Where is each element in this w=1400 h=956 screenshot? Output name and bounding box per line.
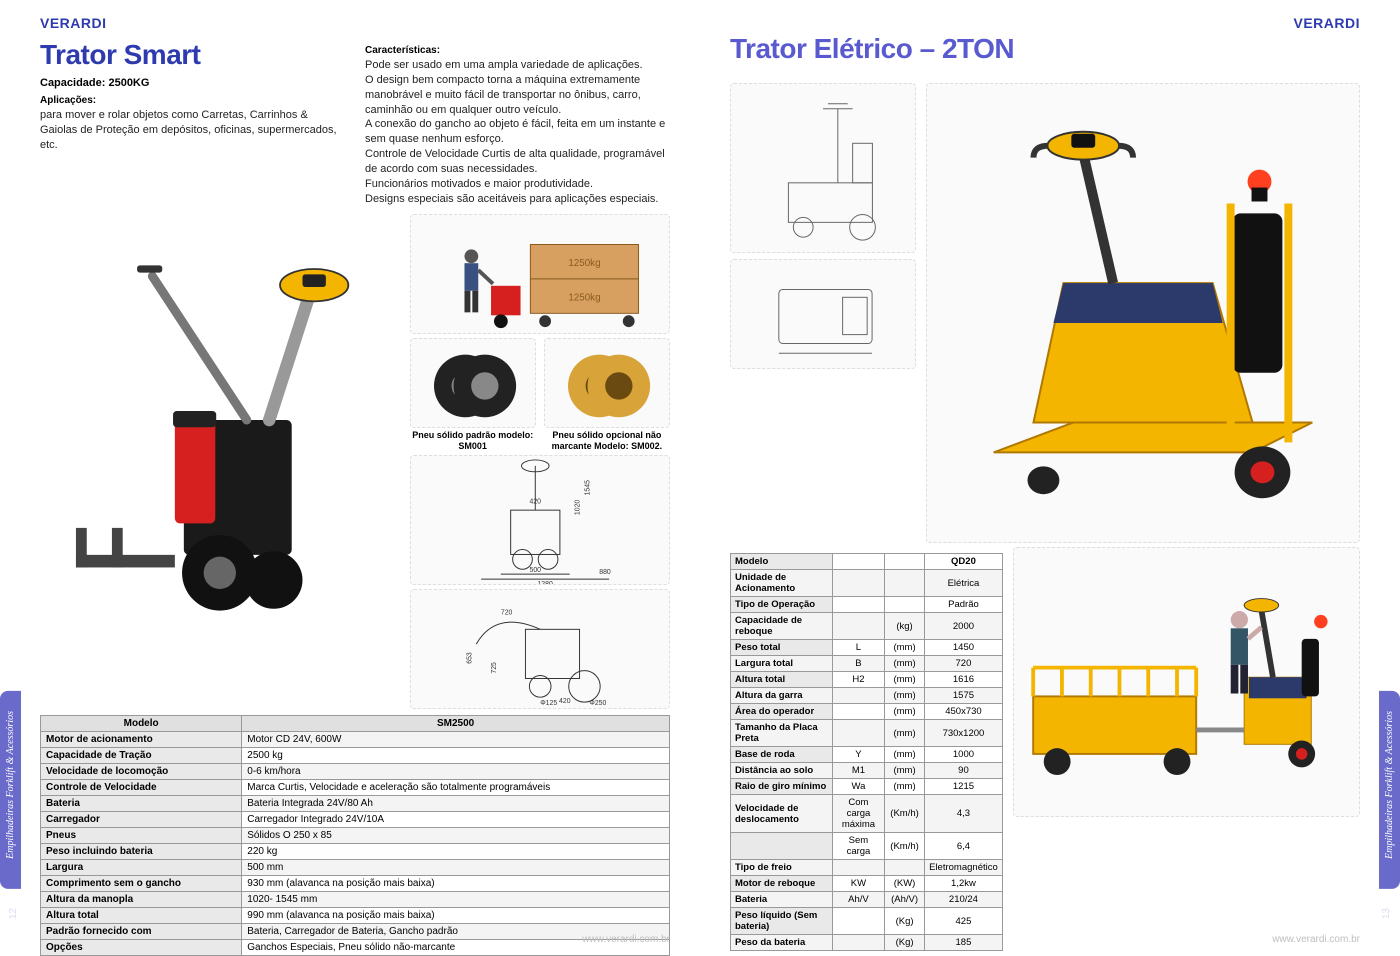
spec-table-right: ModeloQD20Unidade de AcionamentoElétrica… <box>730 553 1003 951</box>
usage-image: 1250kg 1250kg <box>410 214 670 334</box>
svg-text:500: 500 <box>529 567 541 574</box>
brand-left: VERARDI <box>40 15 670 31</box>
svg-text:420: 420 <box>559 698 571 705</box>
tire-image-1 <box>410 338 536 428</box>
spec-table-left: ModeloSM2500Motor de acionamentoMotor CD… <box>40 715 670 956</box>
right-title: Trator Elétrico – 2TON <box>730 33 1360 65</box>
svg-text:720: 720 <box>500 610 512 617</box>
left-capacity: Capacidade: 2500KG <box>40 77 345 89</box>
tech-drawing-1: 420 500 1280 880 1020 1545 <box>410 455 670 585</box>
features-label: Características: <box>365 45 670 56</box>
svg-text:Φ125: Φ125 <box>540 700 557 707</box>
left-title: Trator Smart <box>40 39 345 71</box>
usage-image-2ton <box>1013 547 1360 817</box>
applications-text: para mover e rolar objetos como Carretas… <box>40 108 345 153</box>
product-image-2ton <box>926 83 1360 543</box>
svg-text:880: 880 <box>599 569 611 576</box>
applications-label: Aplicações: <box>40 95 345 106</box>
svg-text:Φ250: Φ250 <box>589 700 606 707</box>
page-number-right: 13 <box>1381 908 1392 919</box>
svg-text:1280: 1280 <box>537 581 552 584</box>
footer-url-left: www.verardi.com.br <box>582 934 670 945</box>
side-tab-left: Empilhadeiras Forklift & Acessórios <box>0 691 21 889</box>
page-number-left: 12 <box>8 908 19 919</box>
product-image-smart <box>40 214 400 644</box>
tire2-caption: Pneu sólido opcional não marcante Modelo… <box>544 430 670 451</box>
svg-text:1250kg: 1250kg <box>568 259 600 270</box>
tech-drawing-2: 720 653 725 Φ125 420 Φ250 <box>410 589 670 709</box>
tech-drawing-side <box>730 83 916 253</box>
side-tab-right: Empilhadeiras Forklift & Acessórios <box>1379 691 1400 889</box>
tire1-caption: Pneu sólido padrão modelo: SM001 <box>410 430 536 451</box>
svg-text:725: 725 <box>491 662 498 674</box>
features-text: Pode ser usado em uma ampla variedade de… <box>365 58 670 206</box>
tech-drawing-top <box>730 259 916 369</box>
svg-text:1250kg: 1250kg <box>568 293 600 304</box>
footer-url-right: www.verardi.com.br <box>1272 934 1360 945</box>
svg-text:653: 653 <box>466 652 473 664</box>
svg-text:1545: 1545 <box>584 480 591 495</box>
tire-image-2 <box>544 338 670 428</box>
svg-text:420: 420 <box>529 498 541 505</box>
brand-right: VERARDI <box>730 15 1360 31</box>
svg-text:1020: 1020 <box>574 500 581 515</box>
